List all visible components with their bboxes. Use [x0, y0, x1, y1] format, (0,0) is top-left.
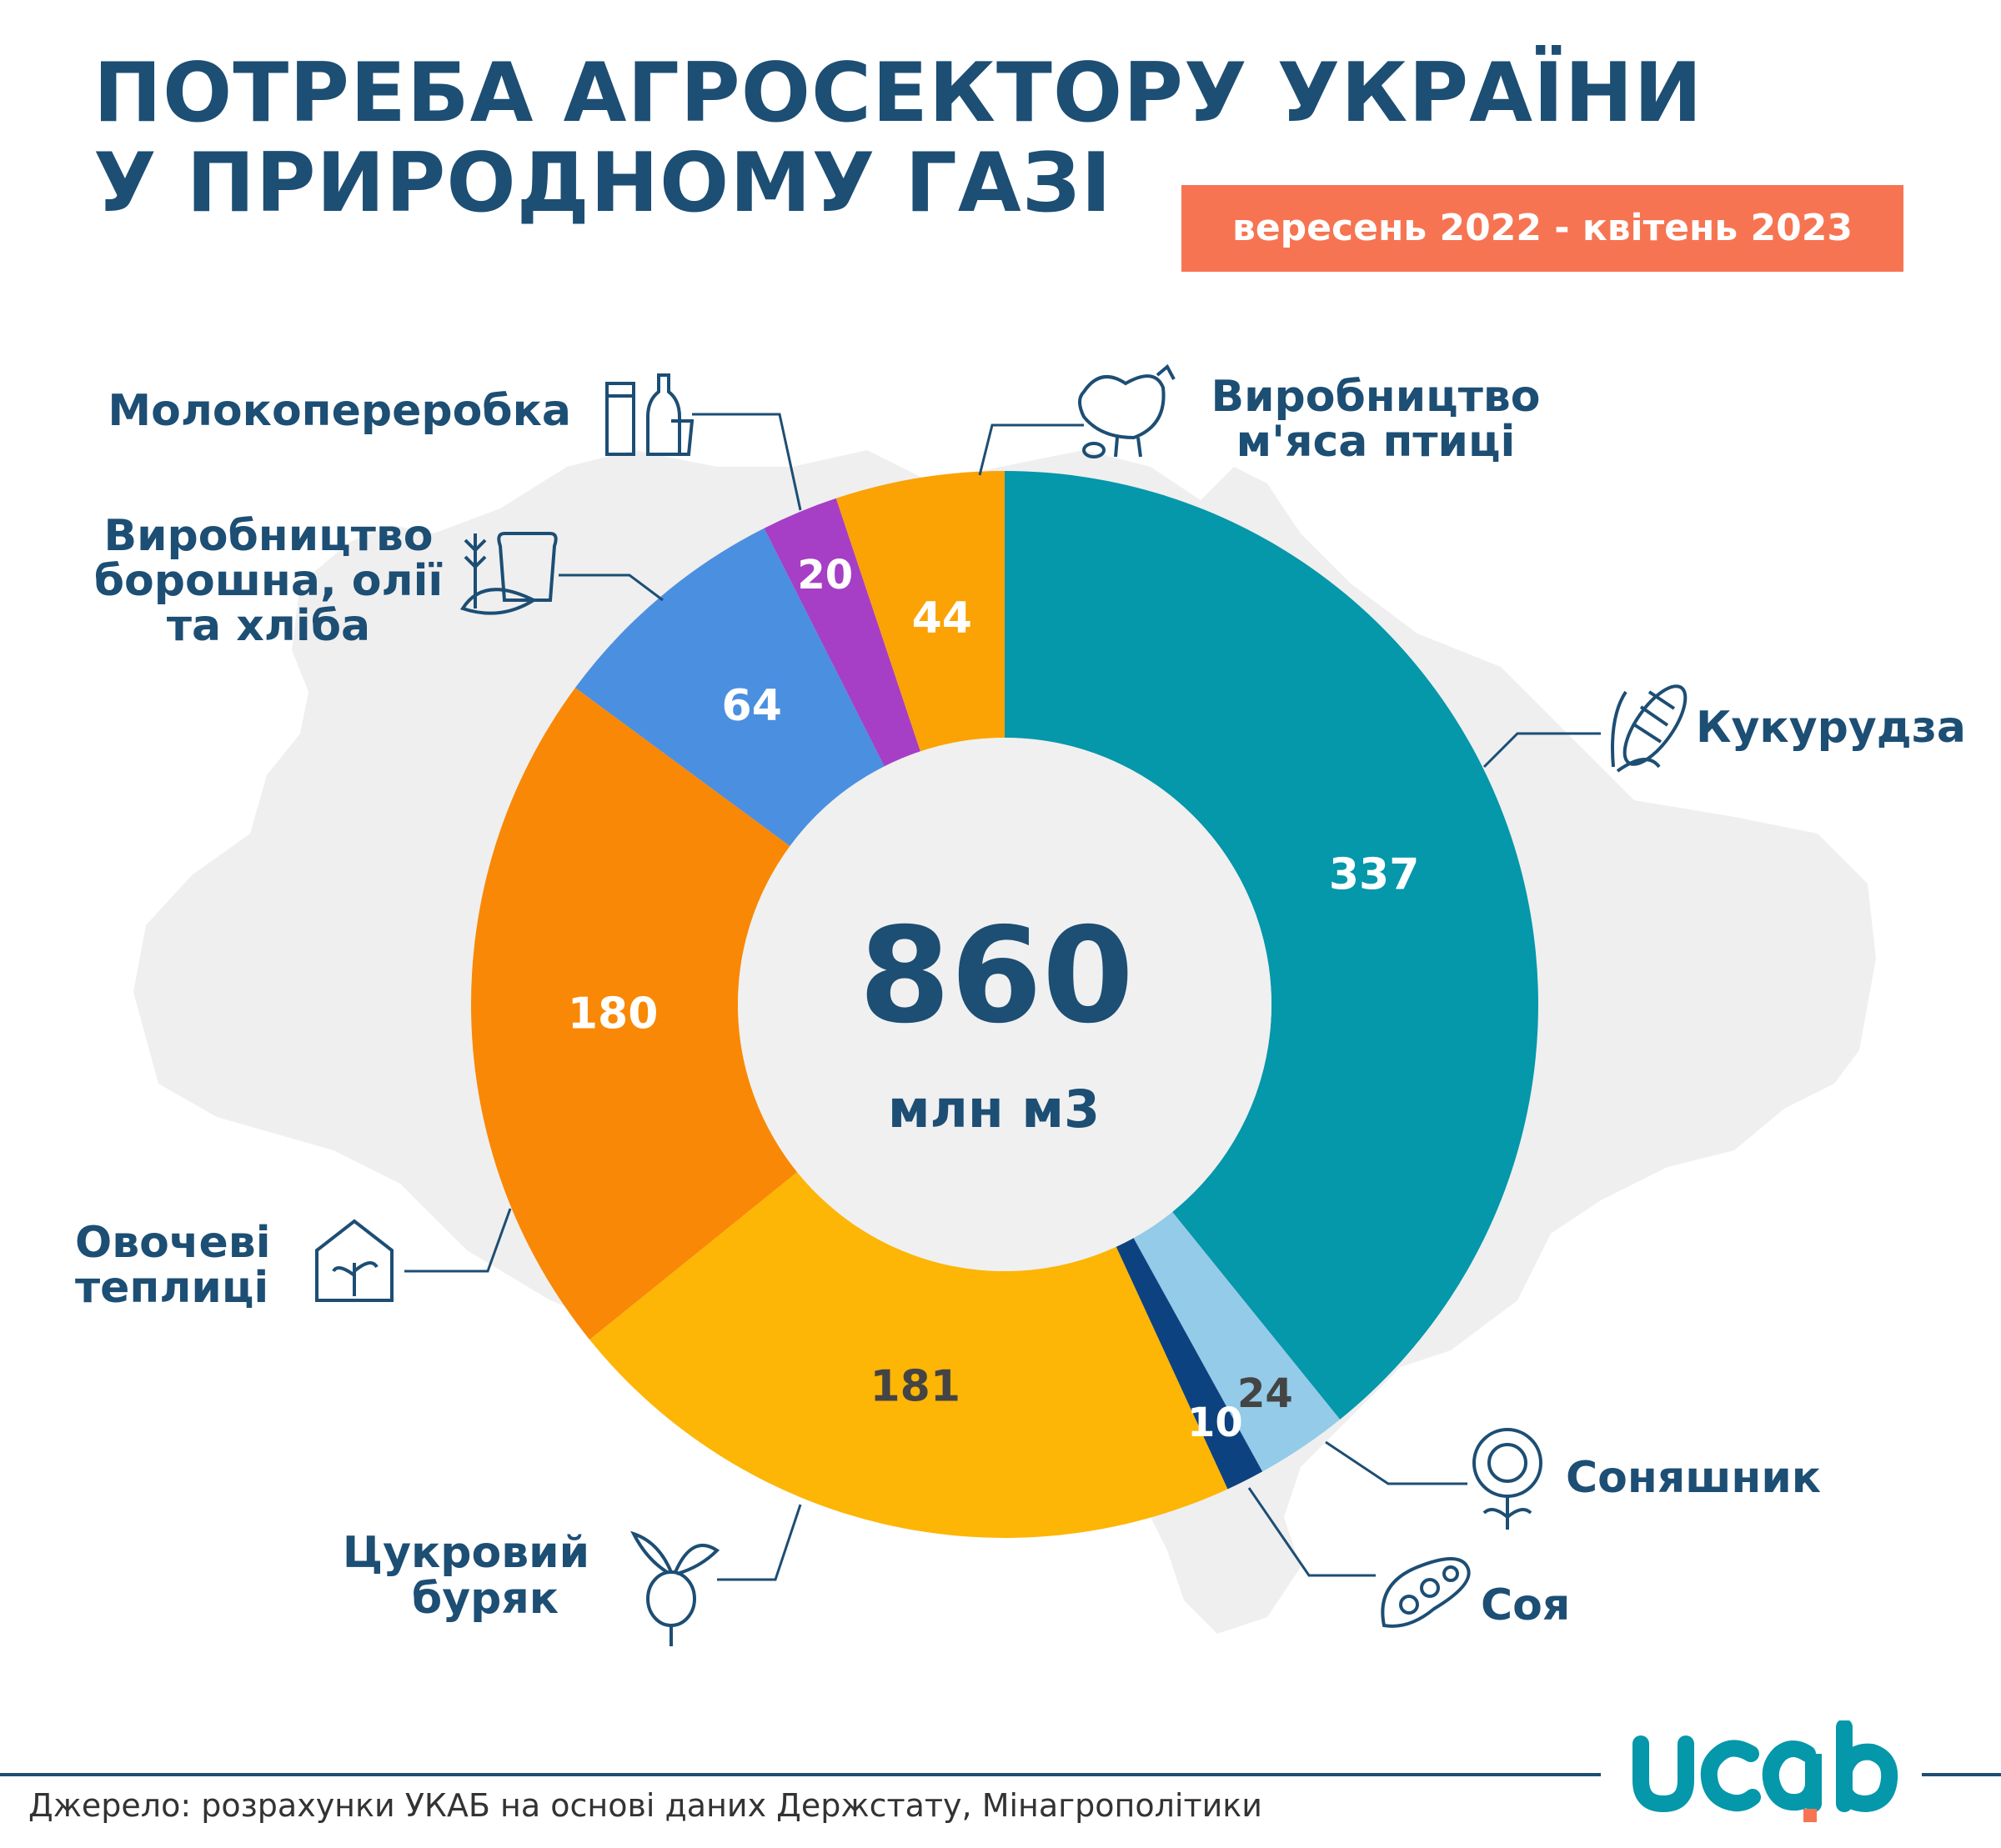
- leader-line-bread: [559, 573, 664, 602]
- source-note: Джерело: розрахунки УКАБ на основі даних…: [28, 1787, 1262, 1824]
- center-total: 860: [859, 899, 1134, 1053]
- chicken-icon: [1078, 363, 1176, 458]
- value-label-bread: 64: [722, 681, 782, 731]
- value-label-greenhouse: 180: [568, 989, 659, 1039]
- bread-wheat-icon: [459, 532, 558, 615]
- value-label-soy: 10: [1187, 1400, 1243, 1446]
- slice-milk: [764, 498, 920, 767]
- category-label-bread-line1: Виробництво: [103, 511, 433, 561]
- slice-greenhouse: [471, 688, 798, 1340]
- period-badge: вересень 2022 - квітень 2023: [1181, 185, 1903, 272]
- leader-line-soy: [1247, 1487, 1376, 1577]
- category-label-soy: Соя: [1481, 1580, 1570, 1630]
- leader-line-sunflower: [1325, 1440, 1467, 1485]
- slices-group: [471, 471, 1539, 1538]
- category-label-greenhouse-line2: теплиці: [75, 1263, 268, 1313]
- category-label-chicken-line2: м'яса птиці: [1236, 417, 1516, 467]
- category-label-beet-line2: буряк: [412, 1574, 559, 1624]
- footer-divider-left: [0, 1773, 1601, 1776]
- greenhouse-icon: [315, 1219, 394, 1302]
- value-label-chicken: 44: [912, 593, 972, 644]
- category-label-milk: Молокопереробка: [108, 386, 571, 436]
- category-label-bread-line2: борошна, олії: [94, 556, 444, 606]
- corn-icon: [1611, 684, 1688, 773]
- title-line-2: У ПРИРОДНОМУ ГАЗІ: [93, 136, 1112, 231]
- leader-line-beet: [717, 1504, 802, 1581]
- center-unit: млн м3: [888, 1079, 1100, 1139]
- milk-icon: [605, 373, 695, 456]
- leader-line-milk: [692, 413, 802, 511]
- category-label-chicken-line1: Виробництво: [1211, 372, 1540, 422]
- footer-divider-right: [1922, 1773, 2001, 1776]
- leader-line-corn: [1482, 732, 1601, 769]
- value-label-sunflower: 24: [1237, 1370, 1293, 1417]
- slice-chicken: [835, 471, 1005, 752]
- value-label-beet: 181: [870, 1362, 961, 1412]
- beet-icon: [630, 1530, 720, 1646]
- category-label-greenhouse-line1: Овочеві: [75, 1218, 271, 1268]
- slice-corn: [1005, 471, 1539, 1420]
- value-label-corn: 337: [1329, 849, 1420, 899]
- donut-hole: [738, 738, 1271, 1271]
- slice-beet: [589, 1172, 1228, 1538]
- slice-soy: [1116, 1238, 1263, 1490]
- sunflower-icon: [1472, 1428, 1542, 1530]
- leader-line-chicken: [978, 423, 1084, 476]
- soybean-icon: [1381, 1557, 1471, 1628]
- category-label-sunflower: Соняшник: [1566, 1453, 1821, 1503]
- ucab-logo: ucab: [1632, 1720, 1898, 1822]
- category-label-beet-line1: Цукровий: [343, 1528, 589, 1578]
- page-title: ПОТРЕБА АГРОСЕКТОРУ УКРАЇНИ У ПРИРОДНОМУ…: [93, 48, 1703, 228]
- slice-sunflower: [1133, 1211, 1341, 1472]
- category-label-bread-line3: та хліба: [167, 601, 370, 651]
- title-line-1: ПОТРЕБА АГРОСЕКТОРУ УКРАЇНИ: [93, 46, 1703, 141]
- category-label-corn: Кукурудза: [1696, 703, 1966, 753]
- value-label-milk: 20: [797, 552, 853, 598]
- leader-line-greenhouse: [404, 1208, 512, 1273]
- slice-bread: [574, 528, 885, 847]
